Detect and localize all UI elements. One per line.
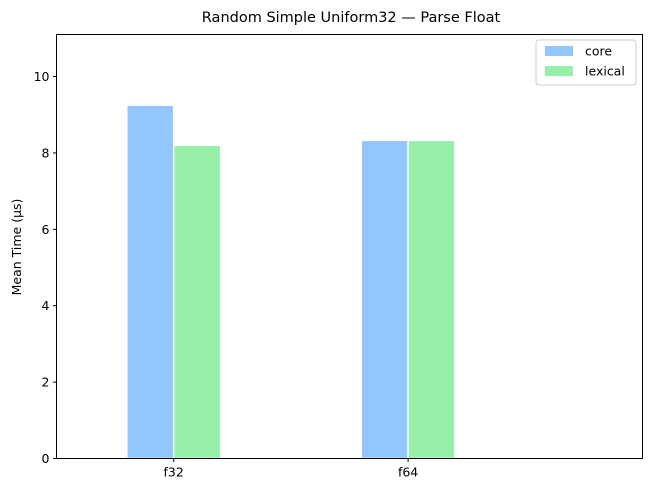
legend-label-lexical: lexical <box>585 64 625 79</box>
legend-swatch-lexical <box>545 66 573 76</box>
y-tick-label: 10 <box>34 69 50 84</box>
legend-label-core: core <box>585 44 612 59</box>
x-tick-label: f64 <box>398 465 418 480</box>
y-tick-label: 6 <box>42 222 50 237</box>
chart-title: Random Simple Uniform32 — Parse Float <box>202 10 501 26</box>
y-tick-label: 8 <box>42 145 50 160</box>
y-axis-ticks: 0 2 4 6 8 10 <box>34 69 57 466</box>
y-tick-label: 0 <box>42 451 50 466</box>
bar-core-f64 <box>360 139 409 460</box>
bar-lexical-f64 <box>407 139 456 460</box>
x-axis-ticks: f32 f64 <box>164 458 418 480</box>
bar-core-f32 <box>126 104 175 460</box>
y-tick-label: 2 <box>42 375 50 390</box>
legend: core lexical <box>535 39 637 86</box>
x-tick-label: f32 <box>164 465 184 480</box>
y-axis-label: Mean Time (µs) <box>9 199 24 296</box>
bars-group <box>126 104 456 460</box>
legend-swatch-core <box>545 46 573 56</box>
y-tick-label: 4 <box>42 298 50 313</box>
plot-frame <box>56 34 643 459</box>
bar-lexical-f32 <box>172 144 222 460</box>
